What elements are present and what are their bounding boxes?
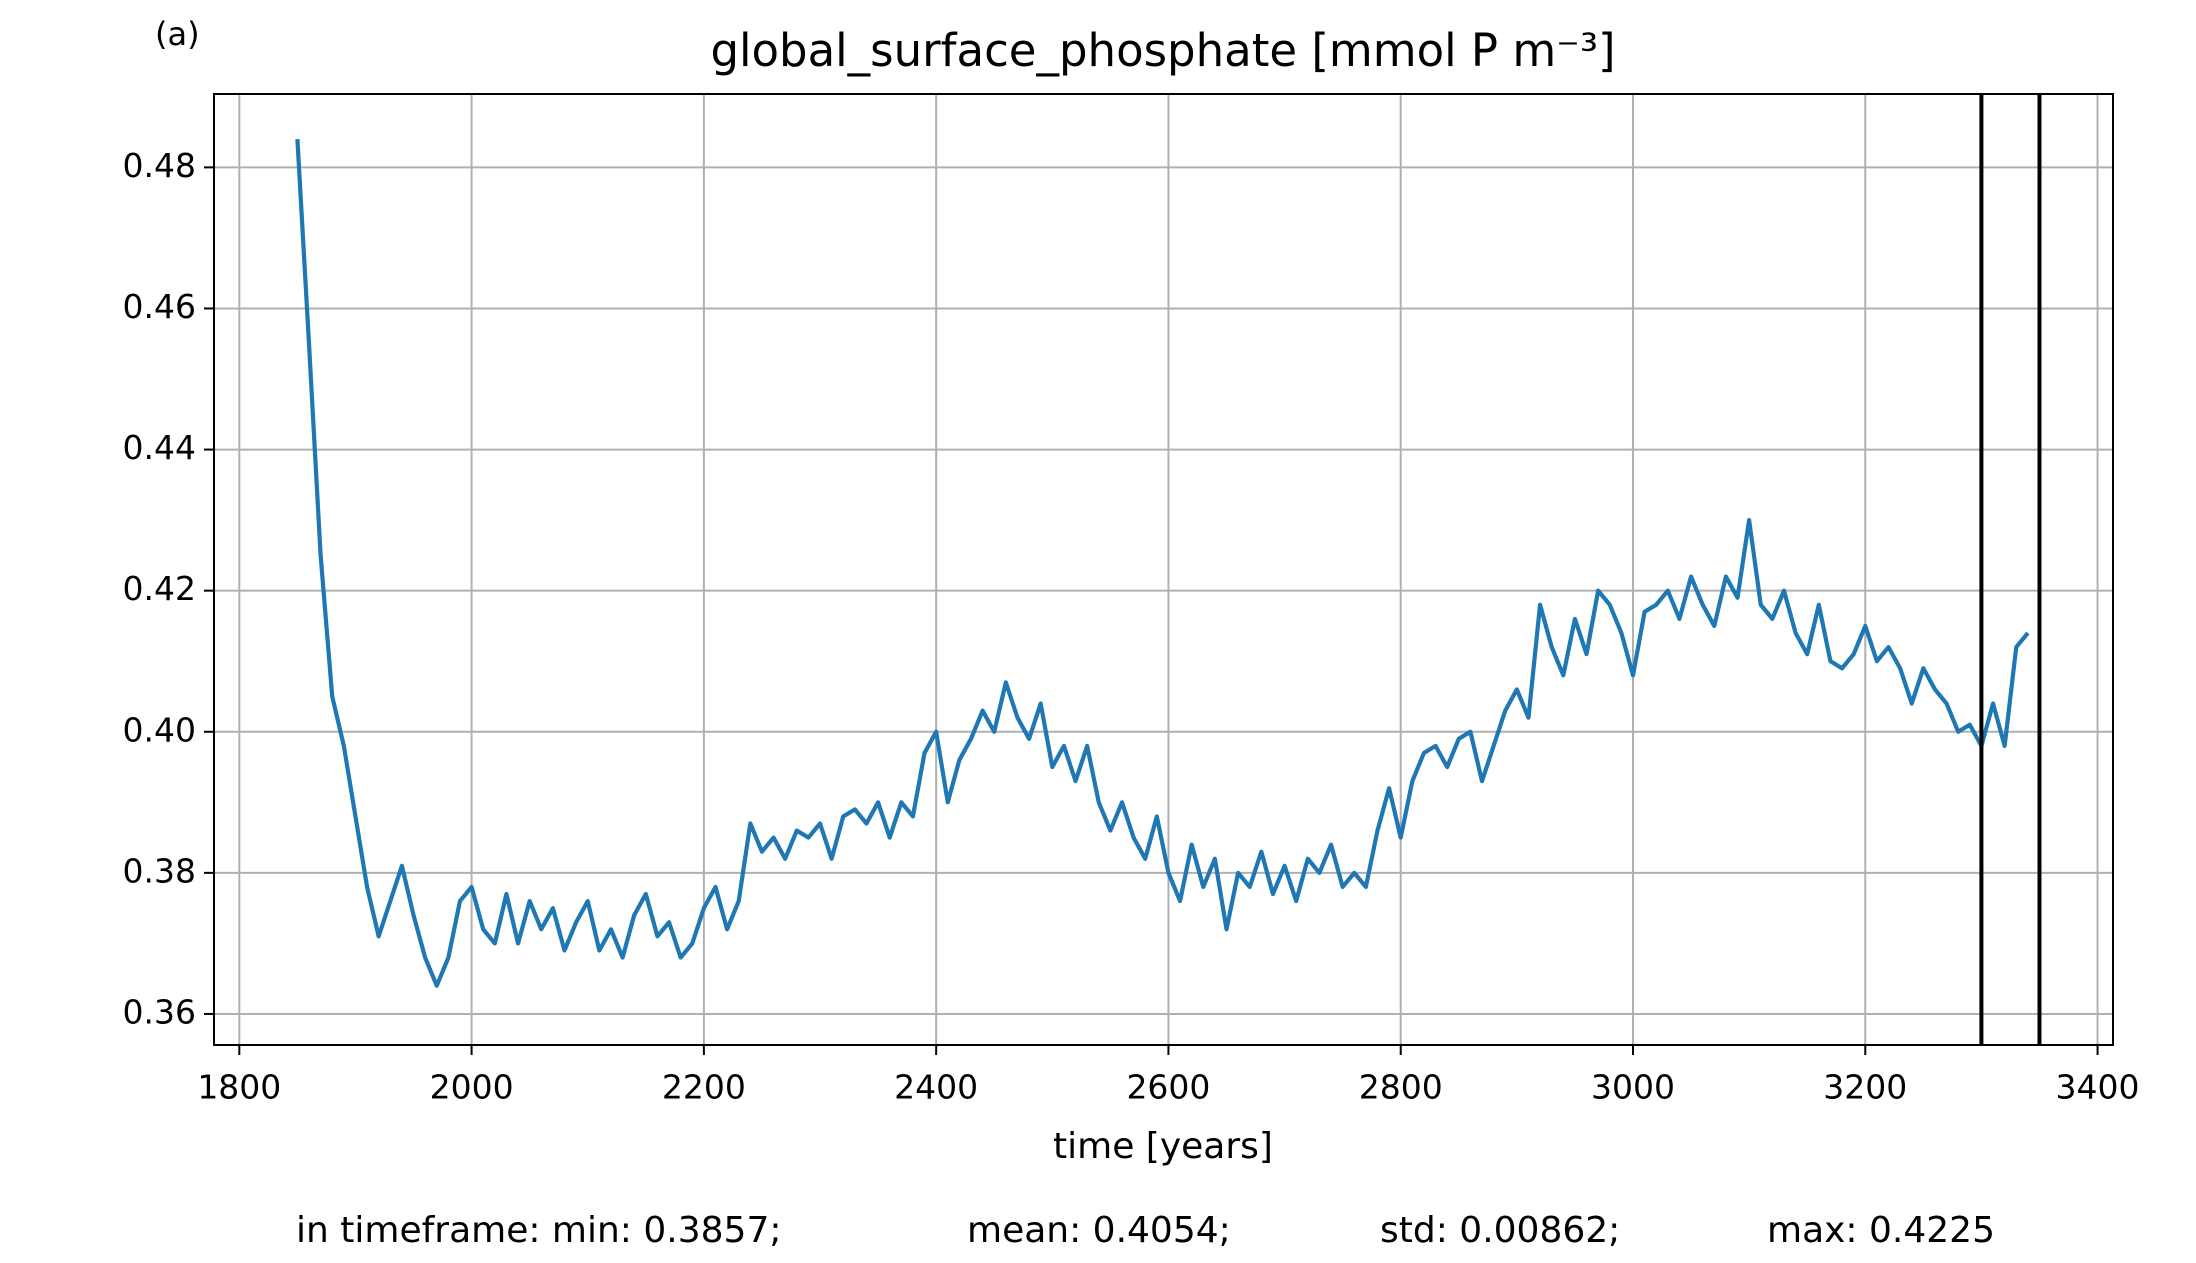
y-tick-label: 0.36 [123,992,196,1031]
x-tick-label: 3400 [2056,1068,2140,1107]
y-tick-label: 0.38 [123,851,196,890]
footer-stat: max: 0.4225 [1767,1210,1995,1251]
x-tick-label: 1800 [197,1068,281,1107]
x-tick-label: 2000 [430,1068,514,1107]
x-tick-label: 2200 [662,1068,746,1107]
x-tick-label: 2600 [1126,1068,1210,1107]
x-tick-label: 3000 [1591,1068,1675,1107]
x-tick-label: 2800 [1359,1068,1443,1107]
y-tick-label: 0.44 [123,428,196,467]
footer-stat: mean: 0.4054; [967,1210,1231,1251]
data-line [295,139,2030,988]
x-axis-label: time [years] [1053,1126,1273,1167]
y-tick-label: 0.40 [123,710,196,749]
x-tick-label: 3200 [1823,1068,1907,1107]
y-tick-label: 0.46 [123,287,196,326]
y-tick-label: 0.42 [123,569,196,608]
x-tick-label: 2400 [894,1068,978,1107]
footer-stat: std: 0.00862; [1380,1210,1620,1251]
y-tick-label: 0.48 [123,146,196,185]
footer-stat: in timeframe: min: 0.3857; [296,1210,781,1251]
panel-label: (a) [155,15,200,53]
chart-title: global_surface_phosphate [mmol P m⁻³] [710,24,1615,77]
plot-frame [213,93,2114,1046]
